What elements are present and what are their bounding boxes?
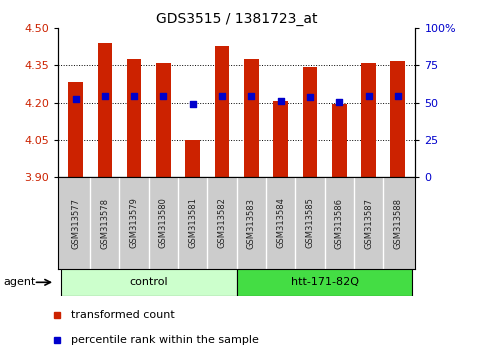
Bar <box>332 104 346 177</box>
Bar <box>273 101 288 177</box>
Point <box>394 94 402 99</box>
Text: GSM313581: GSM313581 <box>188 198 197 249</box>
Point <box>159 94 167 99</box>
Bar <box>244 59 258 177</box>
Point <box>101 94 109 99</box>
Bar <box>156 63 171 177</box>
Text: agent: agent <box>3 277 35 287</box>
Bar <box>361 63 376 177</box>
Text: GSM313588: GSM313588 <box>393 198 402 249</box>
Text: transformed count: transformed count <box>71 310 175 320</box>
Bar <box>98 43 112 177</box>
Bar <box>61 269 237 296</box>
Bar <box>237 269 412 296</box>
Point <box>335 99 343 105</box>
Point <box>306 95 314 100</box>
Text: GSM313578: GSM313578 <box>100 198 109 249</box>
Bar <box>68 81 83 177</box>
Point <box>71 96 79 102</box>
Text: GSM313579: GSM313579 <box>129 198 139 249</box>
Text: GSM313577: GSM313577 <box>71 198 80 249</box>
Point <box>247 94 255 99</box>
Point <box>130 94 138 99</box>
Text: htt-171-82Q: htt-171-82Q <box>291 277 358 287</box>
Text: percentile rank within the sample: percentile rank within the sample <box>71 335 259 344</box>
Title: GDS3515 / 1381723_at: GDS3515 / 1381723_at <box>156 12 317 26</box>
Text: GSM313582: GSM313582 <box>217 198 227 249</box>
Text: GSM313583: GSM313583 <box>247 198 256 249</box>
Text: control: control <box>129 277 168 287</box>
Text: GSM313585: GSM313585 <box>305 198 314 249</box>
Point <box>277 98 284 104</box>
Point <box>218 94 226 99</box>
Bar <box>215 46 229 177</box>
Point <box>365 94 372 99</box>
Bar <box>390 61 405 177</box>
Text: GSM313587: GSM313587 <box>364 198 373 249</box>
Bar <box>302 67 317 177</box>
Text: GSM313584: GSM313584 <box>276 198 285 249</box>
Point <box>189 101 197 107</box>
Text: GSM313580: GSM313580 <box>159 198 168 249</box>
Bar <box>185 140 200 177</box>
Bar <box>127 59 142 177</box>
Text: GSM313586: GSM313586 <box>335 198 344 249</box>
